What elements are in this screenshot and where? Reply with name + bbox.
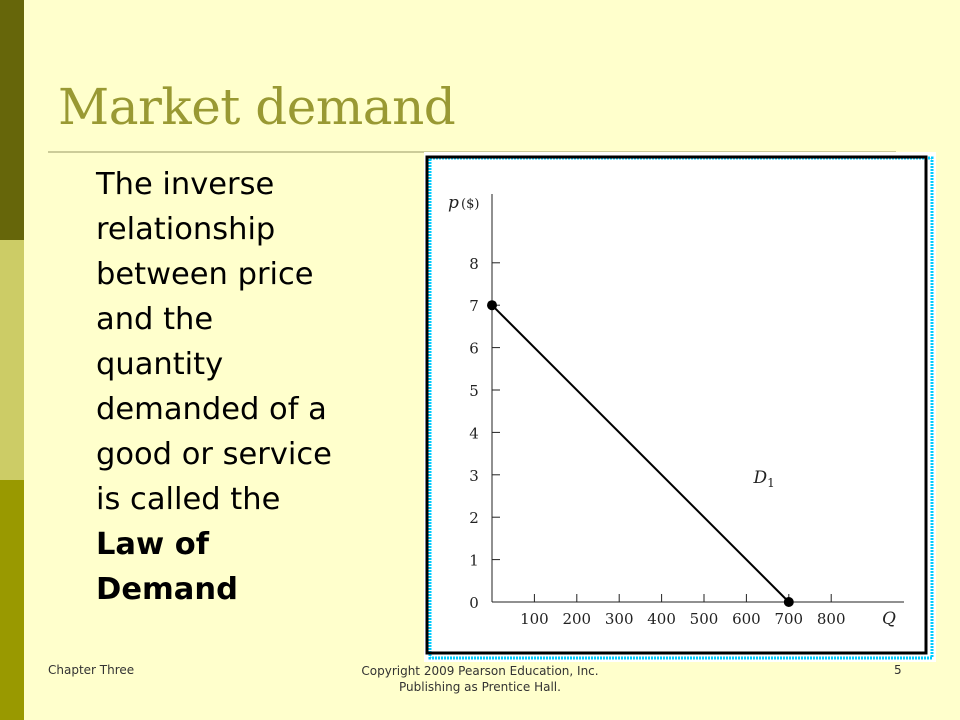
y-tick-label: 1 bbox=[469, 552, 479, 570]
body-text: The inverse relationship between price a… bbox=[96, 162, 406, 612]
chart-frame-shadow bbox=[428, 156, 934, 660]
y-axis-unit: ($) bbox=[461, 197, 479, 212]
x-tick-label: 200 bbox=[562, 610, 591, 628]
demand-chart-svg: 0 1 2 3 4 5 6 7 8 100 200 300 400 500 600 700 800 p ($) Q D1 bbox=[425, 155, 934, 660]
y-tick-label: 3 bbox=[469, 467, 479, 485]
footer-chapter: Chapter Three bbox=[48, 663, 135, 677]
y-tick-label: 4 bbox=[469, 424, 479, 442]
demand-chart: 0 1 2 3 4 5 6 7 8 100 200 300 400 500 600 700 800 p ($) Q D1 bbox=[424, 152, 936, 662]
footer-copyright: Copyright 2009 Pearson Education, Inc. P… bbox=[330, 663, 630, 695]
body-line: and the bbox=[96, 302, 214, 337]
law-of-demand-line2: Demand bbox=[96, 572, 238, 607]
y-tick-label: 6 bbox=[469, 340, 479, 358]
curve-label-d1: D1 bbox=[753, 468, 775, 490]
chart-frame-border bbox=[425, 155, 928, 655]
y-tick-label: 7 bbox=[469, 297, 479, 315]
body-line: demanded of a bbox=[96, 392, 327, 427]
x-axis-label: Q bbox=[882, 609, 896, 629]
x-tick-label: 300 bbox=[605, 610, 634, 628]
chart-series bbox=[487, 300, 794, 607]
demand-curve-endpoint bbox=[487, 300, 497, 311]
x-tick-label: 100 bbox=[520, 610, 549, 628]
x-tick-label: 500 bbox=[690, 610, 719, 628]
footer-copyright-line1: Copyright 2009 Pearson Education, Inc. bbox=[361, 664, 599, 678]
body-line: good or service bbox=[96, 437, 332, 472]
accent-bar-bottom bbox=[0, 480, 24, 720]
body-line: between price bbox=[96, 257, 314, 292]
y-tick-label: 5 bbox=[469, 382, 479, 400]
body-line: quantity bbox=[96, 347, 224, 382]
y-axis-label: p bbox=[448, 193, 459, 213]
chart-axes bbox=[491, 194, 904, 603]
y-tick-label: 8 bbox=[469, 255, 479, 273]
footer-page-number: 5 bbox=[894, 663, 902, 677]
curve-label-subscript: 1 bbox=[767, 476, 775, 490]
slide-title: Market demand bbox=[58, 78, 456, 136]
x-tick-label: 600 bbox=[732, 610, 761, 628]
x-tick-label: 400 bbox=[647, 610, 676, 628]
x-tick-label: 700 bbox=[774, 610, 803, 628]
demand-curve-line bbox=[491, 304, 790, 603]
x-tick-label: 800 bbox=[817, 610, 846, 628]
body-line: relationship bbox=[96, 212, 276, 247]
footer-copyright-line2: Publishing as Prentice Hall. bbox=[399, 680, 561, 694]
demand-curve-endpoint bbox=[783, 597, 794, 607]
body-line: is called the bbox=[96, 482, 281, 517]
y-tick-label: 2 bbox=[469, 509, 479, 527]
accent-bar-middle bbox=[0, 240, 24, 480]
y-tick-label: 0 bbox=[469, 594, 479, 612]
chart-labels: 0 1 2 3 4 5 6 7 8 100 200 300 400 500 600 700 800 p ($) Q D1 bbox=[448, 193, 896, 629]
left-accent-bar bbox=[0, 0, 24, 720]
law-of-demand-line1: Law of bbox=[96, 527, 210, 562]
body-line: The inverse bbox=[96, 167, 275, 202]
accent-bar-top bbox=[0, 0, 24, 240]
